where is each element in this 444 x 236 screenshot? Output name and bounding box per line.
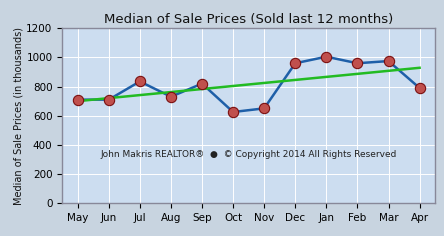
Point — [167, 95, 174, 99]
Point — [292, 61, 299, 65]
Point — [261, 106, 268, 110]
Text: John Makris REALTOR®  ●  © Copyright 2014 All Rights Reserved: John Makris REALTOR® ● © Copyright 2014 … — [100, 150, 397, 159]
Point — [74, 98, 81, 101]
Point — [416, 86, 423, 90]
Point — [198, 82, 206, 85]
Y-axis label: Median of Sale Prices (in thousands): Median of Sale Prices (in thousands) — [13, 27, 24, 205]
Point — [323, 55, 330, 59]
Point — [354, 61, 361, 65]
Point — [385, 59, 392, 63]
Point — [105, 98, 112, 101]
Point — [136, 80, 143, 83]
Title: Median of Sale Prices (Sold last 12 months): Median of Sale Prices (Sold last 12 mont… — [104, 13, 393, 26]
Point — [230, 110, 237, 114]
